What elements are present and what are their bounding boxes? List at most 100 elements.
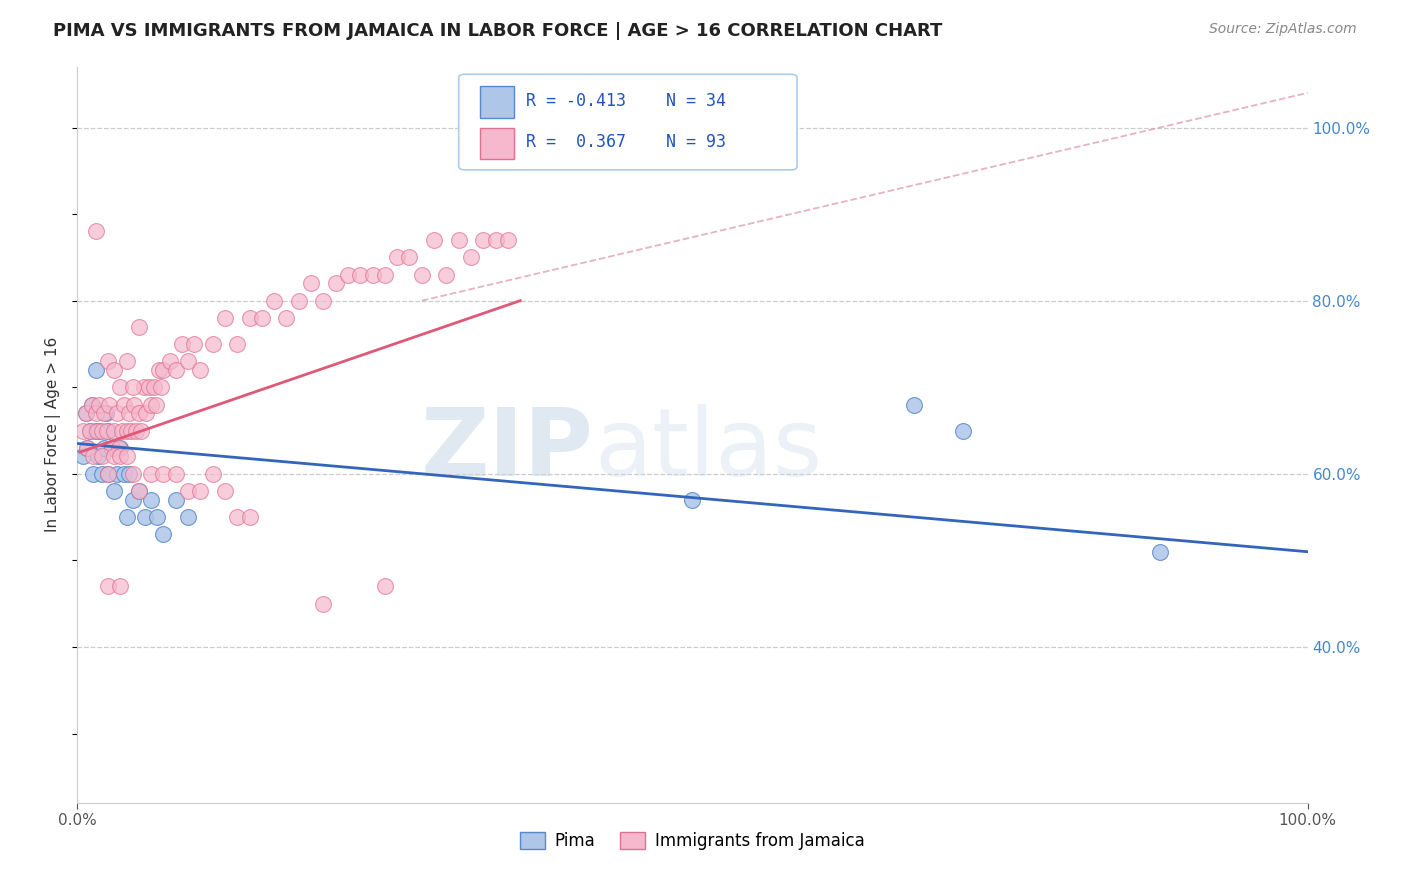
- Point: [411, 268, 433, 282]
- Point: [141, 492, 163, 507]
- Point: [97, 354, 120, 368]
- Point: [312, 597, 335, 611]
- Point: [84, 224, 107, 238]
- Point: [135, 406, 157, 420]
- Point: [263, 293, 285, 308]
- Text: ZIP: ZIP: [422, 403, 595, 496]
- Point: [121, 492, 143, 507]
- Point: [86, 424, 108, 438]
- Point: [472, 233, 495, 247]
- Point: [103, 424, 125, 438]
- Legend: Pima, Immigrants from Jamaica: Pima, Immigrants from Jamaica: [513, 825, 872, 857]
- Point: [84, 424, 107, 438]
- Point: [87, 450, 110, 464]
- Point: [903, 398, 925, 412]
- Point: [374, 268, 396, 282]
- Point: [76, 441, 98, 455]
- Point: [75, 406, 97, 420]
- Point: [105, 467, 128, 481]
- Point: [79, 424, 101, 438]
- Point: [103, 450, 125, 464]
- Point: [183, 337, 205, 351]
- Point: [141, 467, 163, 481]
- Point: [82, 398, 104, 412]
- Point: [90, 467, 114, 481]
- Point: [447, 233, 470, 247]
- Point: [121, 467, 143, 481]
- Text: Source: ZipAtlas.com: Source: ZipAtlas.com: [1209, 22, 1357, 37]
- Point: [110, 380, 132, 394]
- Point: [214, 484, 236, 499]
- Point: [146, 510, 169, 524]
- Point: [82, 398, 104, 412]
- Point: [142, 380, 165, 394]
- Point: [98, 398, 121, 412]
- Point: [84, 406, 107, 420]
- Point: [110, 441, 132, 455]
- Point: [337, 268, 360, 282]
- Point: [152, 527, 174, 541]
- Point: [76, 441, 98, 455]
- Point: [112, 467, 135, 481]
- Point: [226, 510, 249, 524]
- Point: [134, 510, 156, 524]
- Point: [101, 441, 124, 455]
- Point: [97, 579, 120, 593]
- Point: [111, 424, 132, 438]
- Point: [103, 363, 125, 377]
- Point: [485, 233, 508, 247]
- Point: [239, 510, 262, 524]
- Point: [121, 424, 143, 438]
- Point: [125, 424, 148, 438]
- Point: [496, 233, 519, 247]
- Point: [90, 424, 114, 438]
- Point: [97, 424, 120, 438]
- Point: [226, 337, 249, 351]
- Point: [82, 450, 104, 464]
- Text: R = -0.413    N = 34: R = -0.413 N = 34: [526, 92, 727, 110]
- Point: [325, 277, 347, 291]
- Point: [299, 277, 322, 291]
- Text: atlas: atlas: [595, 403, 823, 496]
- Point: [129, 424, 153, 438]
- Point: [239, 310, 262, 325]
- Point: [90, 450, 114, 464]
- Point: [165, 492, 187, 507]
- Point: [349, 268, 371, 282]
- Point: [89, 398, 111, 412]
- Point: [82, 467, 104, 481]
- Point: [105, 406, 128, 420]
- Point: [165, 363, 187, 377]
- Bar: [479, 128, 515, 159]
- Point: [150, 380, 173, 394]
- Point: [132, 380, 155, 394]
- Y-axis label: In Labor Force | Age > 16: In Labor Force | Age > 16: [45, 337, 62, 533]
- Point: [122, 398, 145, 412]
- Point: [159, 354, 181, 368]
- Text: PIMA VS IMMIGRANTS FROM JAMAICA IN LABOR FORCE | AGE > 16 CORRELATION CHART: PIMA VS IMMIGRANTS FROM JAMAICA IN LABOR…: [53, 22, 943, 40]
- Point: [94, 406, 117, 420]
- Point: [141, 398, 163, 412]
- Point: [115, 450, 138, 464]
- Point: [128, 319, 150, 334]
- Point: [682, 492, 704, 507]
- Point: [1149, 545, 1171, 559]
- Point: [138, 380, 160, 394]
- Point: [177, 510, 200, 524]
- Point: [103, 484, 125, 499]
- Point: [112, 398, 135, 412]
- Point: [177, 354, 200, 368]
- Point: [361, 268, 384, 282]
- Point: [288, 293, 311, 308]
- Point: [121, 380, 143, 394]
- Point: [148, 363, 170, 377]
- Point: [398, 251, 420, 265]
- FancyBboxPatch shape: [458, 74, 797, 170]
- Point: [115, 424, 138, 438]
- Point: [374, 579, 396, 593]
- Point: [250, 310, 273, 325]
- Point: [436, 268, 458, 282]
- Point: [177, 484, 200, 499]
- Point: [170, 337, 193, 351]
- Point: [108, 441, 131, 455]
